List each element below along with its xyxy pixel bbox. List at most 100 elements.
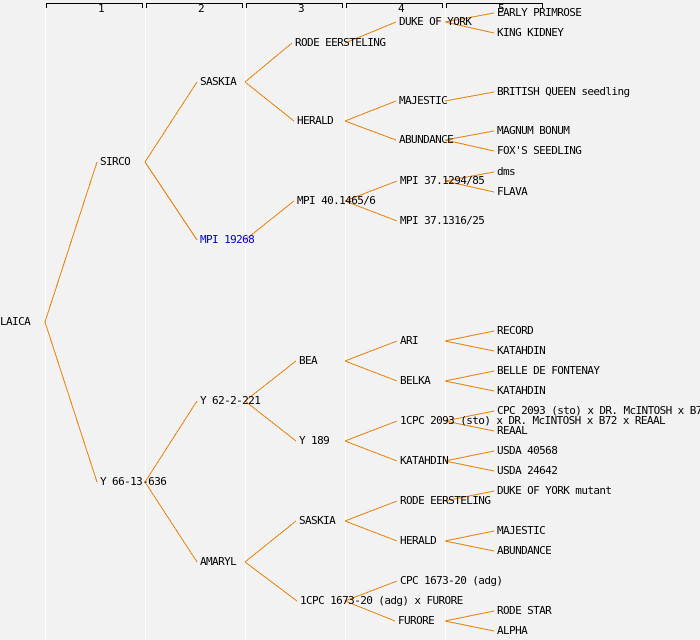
pedigree-edge bbox=[344, 180, 398, 202]
pedigree-edge bbox=[344, 500, 398, 522]
tree-node-bea: BEA bbox=[299, 354, 318, 367]
pedigree-edge bbox=[444, 330, 495, 342]
tree-node-usda-24642: USDA 24642 bbox=[497, 464, 558, 477]
tree-node-king-kidney: KING KIDNEY bbox=[497, 26, 564, 39]
tree-node-y-66-13-636: Y 66-13-636 bbox=[100, 475, 167, 488]
tree-node-mpi-40-1465-6: MPI 40.1465/6 bbox=[297, 194, 376, 207]
tree-node-y-62-2-221: Y 62-2-221 bbox=[200, 394, 261, 407]
pedigree-edge bbox=[344, 580, 398, 602]
tree-node-record: RECORD bbox=[497, 324, 534, 337]
tree-node-laica: LAICA bbox=[0, 315, 31, 328]
tree-node-majestic-1: MAJESTIC bbox=[399, 94, 448, 107]
pedigree-edge bbox=[344, 340, 398, 362]
pedigree-edge bbox=[444, 139, 495, 152]
pedigree-edge bbox=[444, 370, 495, 382]
generation-number-3: 3 bbox=[297, 2, 305, 15]
tree-node-abundance-2: ABUNDANCE bbox=[497, 544, 552, 557]
generation-number-2: 2 bbox=[197, 2, 205, 15]
tree-node-katahdin-1: KATAHDIN bbox=[497, 344, 546, 357]
pedigree-edge bbox=[444, 340, 495, 352]
generation-bracket bbox=[146, 3, 243, 8]
tree-node-usda-40568: USDA 40568 bbox=[497, 444, 558, 457]
pedigree-edge bbox=[444, 130, 495, 141]
tree-node-mpi-37-1316-25: MPI 37.1316/25 bbox=[400, 214, 485, 227]
tree-node-herald-1: HERALD bbox=[297, 114, 334, 127]
pedigree-edge bbox=[144, 481, 198, 563]
tree-node-cpc-1673-cross: 1CPC 1673-20 (adg) x FURORE bbox=[300, 594, 463, 607]
tree-node-y-189: Y 189 bbox=[299, 434, 330, 447]
tree-node-saskia-1: SASKIA bbox=[200, 75, 237, 88]
pedigree-edge bbox=[344, 420, 398, 442]
tree-node-british-queen-seedling: BRITISH QUEEN seedling bbox=[497, 85, 630, 98]
tree-node-furore: FURORE bbox=[398, 614, 435, 627]
pedigree-edge bbox=[344, 360, 398, 382]
tree-node-duke-of-york: DUKE OF YORK bbox=[399, 15, 472, 28]
tree-node-abundance-1: ABUNDANCE bbox=[399, 133, 454, 146]
pedigree-edge bbox=[444, 180, 495, 193]
tree-node-saskia-2: SASKIA bbox=[299, 514, 336, 527]
pedigree-edge bbox=[44, 161, 98, 323]
tree-node-rode-eersteling-2: RODE EERSTELING bbox=[400, 494, 491, 507]
pedigree-edge bbox=[244, 360, 297, 402]
pedigree-edge bbox=[444, 620, 495, 632]
pedigree-edge bbox=[244, 400, 297, 442]
pedigree-edge bbox=[444, 21, 495, 34]
tree-node-duke-of-york-mutant: DUKE OF YORK mutant bbox=[497, 484, 612, 497]
generation-bracket bbox=[446, 3, 543, 8]
pedigree-edge bbox=[444, 12, 495, 23]
tree-node-rode-eersteling-1: RODE EERSTELING bbox=[295, 36, 386, 49]
generation-number-4: 4 bbox=[397, 2, 405, 15]
pedigree-edges bbox=[44, 12, 495, 632]
pedigree-edge bbox=[444, 460, 495, 472]
tree-node-mpi-19268[interactable]: MPI 19268 bbox=[200, 233, 255, 246]
pedigree-edge bbox=[444, 530, 495, 542]
generation-number-1: 1 bbox=[97, 2, 105, 15]
tree-node-magnum-bonum: MAGNUM BONUM bbox=[497, 124, 570, 137]
tree-node-cpc-2093-cross: 1CPC 2093 (sto) x DR. McINTOSH x B72 x R… bbox=[400, 414, 666, 427]
pedigree-edge bbox=[444, 450, 495, 462]
pedigree-edge bbox=[444, 540, 495, 552]
pedigree-edge bbox=[244, 520, 297, 563]
pedigree-edge bbox=[244, 42, 293, 83]
pedigree-edge bbox=[344, 520, 398, 542]
tree-node-flava: FLAVA bbox=[497, 185, 528, 198]
pedigree-edge bbox=[344, 440, 398, 462]
tree-node-katahdin-2: KATAHDIN bbox=[497, 384, 546, 397]
pedigree-edge bbox=[444, 610, 495, 622]
tree-node-foxs-seedling: FOX'S SEEDLING bbox=[497, 144, 582, 157]
tree-node-ari: ARI bbox=[400, 334, 419, 347]
pedigree-edge bbox=[144, 400, 198, 483]
tree-node-belle-de-fontenay: BELLE DE FONTENAY bbox=[497, 364, 600, 377]
tree-node-sirco: SIRCO bbox=[100, 155, 131, 168]
tree-node-cpc-1673-20: CPC 1673-20 (adg) bbox=[400, 574, 503, 587]
pedigree-edge bbox=[344, 100, 397, 122]
pedigree-edge bbox=[444, 420, 495, 432]
generation-bracket bbox=[346, 3, 443, 8]
tree-node-reaal: REAAL bbox=[497, 424, 528, 437]
tree-node-herald-2: HERALD bbox=[400, 534, 437, 547]
tree-node-alpha: ALPHA bbox=[497, 624, 528, 637]
pedigree-edge bbox=[244, 200, 295, 241]
pedigree-edge bbox=[444, 171, 495, 182]
tree-node-belka: BELKA bbox=[400, 374, 431, 387]
tree-node-dms: dms bbox=[497, 165, 516, 178]
generation-bracket bbox=[246, 3, 343, 8]
pedigree-edge bbox=[344, 21, 397, 44]
tree-node-katahdin-3: KATAHDIN bbox=[400, 454, 449, 467]
pedigree-edge bbox=[144, 161, 198, 241]
column-brackets bbox=[46, 3, 543, 8]
pedigree-edge bbox=[444, 490, 495, 502]
tree-node-cpc-2093: CPC 2093 (sto) x DR. McINTOSH x B7 bbox=[497, 404, 700, 417]
tree-node-majestic-2: MAJESTIC bbox=[497, 524, 546, 537]
pedigree-edge bbox=[444, 91, 495, 102]
pedigree-edge bbox=[244, 561, 298, 602]
pedigree-edge bbox=[344, 120, 397, 141]
tree-node-amaryl: AMARYL bbox=[200, 555, 237, 568]
pedigree-edge bbox=[344, 600, 396, 622]
pedigree-edge bbox=[344, 200, 398, 222]
tree-node-early-primrose: EARLY PRIMROSE bbox=[497, 6, 582, 19]
generation-number-5: 5 bbox=[497, 2, 505, 15]
pedigree-edge bbox=[44, 321, 98, 483]
